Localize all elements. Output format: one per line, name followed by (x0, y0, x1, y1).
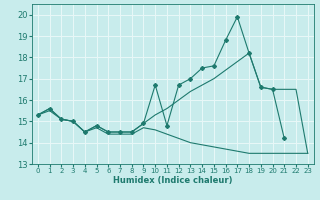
X-axis label: Humidex (Indice chaleur): Humidex (Indice chaleur) (113, 176, 233, 185)
